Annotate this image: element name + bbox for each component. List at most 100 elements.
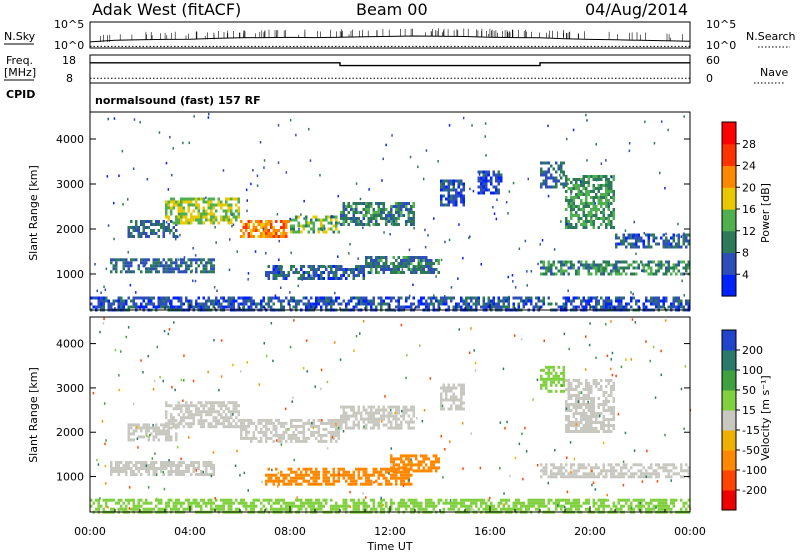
- echo-cell: [397, 504, 400, 508]
- echo-cell: [335, 274, 338, 277]
- echo-speckle: [390, 223, 393, 226]
- echo-cell: [320, 436, 323, 440]
- echo-cell: [185, 464, 188, 467]
- echo-cell: [255, 305, 258, 309]
- echo-cell: [545, 272, 548, 276]
- echo-cell: [575, 403, 578, 406]
- echo-cell: [577, 187, 580, 190]
- echo-speckle: [263, 159, 266, 162]
- echo-cell: [372, 296, 375, 300]
- echo-speckle: [349, 243, 351, 246]
- echo-cell: [552, 185, 555, 189]
- echo-cell: [350, 405, 353, 409]
- echo-cell: [487, 305, 490, 309]
- echo-cell: [352, 296, 355, 300]
- echo-cell: [427, 268, 430, 271]
- echo-speckle: [127, 251, 129, 254]
- echo-cell: [335, 424, 338, 428]
- echo-speckle: [281, 265, 283, 269]
- echo-cell: [602, 394, 605, 397]
- echo-cell: [547, 161, 550, 165]
- echo-cell: [350, 476, 353, 480]
- echo-cell: [425, 256, 428, 259]
- echo-cell: [417, 469, 420, 473]
- echo-cell: [247, 430, 250, 434]
- echo-cell: [295, 498, 298, 502]
- echo-cell: [197, 209, 200, 213]
- echo-cell: [185, 261, 188, 265]
- echo-cell: [532, 305, 535, 309]
- echo-cell: [125, 264, 128, 268]
- echo-cell: [582, 394, 585, 397]
- echo-speckle: [144, 263, 147, 267]
- echo-cell: [610, 430, 613, 433]
- echo-speckle: [295, 133, 297, 137]
- echo-cell: [405, 220, 408, 223]
- echo-cell: [647, 239, 650, 243]
- echo-cell: [255, 424, 258, 428]
- echo-cell: [380, 482, 383, 486]
- echo-speckle: [118, 174, 120, 177]
- echo-cell: [335, 265, 338, 268]
- echo-cell: [412, 202, 415, 205]
- echo-cell: [205, 461, 208, 464]
- echo-cell: [520, 296, 523, 300]
- echo-cell: [635, 242, 638, 246]
- echo-speckle: [252, 169, 254, 172]
- echo-cell: [457, 191, 460, 195]
- echo-cell: [540, 305, 543, 309]
- echo-cell: [392, 256, 395, 259]
- echo-cell: [607, 299, 610, 303]
- echo-cell: [282, 507, 285, 511]
- echo-cell: [185, 197, 188, 201]
- echo-cell: [257, 498, 260, 502]
- echo-cell: [175, 218, 178, 222]
- echo-cell: [402, 466, 405, 470]
- echo-cell: [655, 299, 658, 303]
- echo-cell: [462, 188, 465, 192]
- echo-cell: [245, 433, 248, 437]
- echo-cell: [500, 179, 503, 183]
- echo-cell: [590, 427, 593, 430]
- echo-cell: [590, 263, 593, 267]
- echo-cell: [575, 412, 578, 415]
- echo-cell: [275, 479, 278, 483]
- echo-cell: [680, 305, 683, 309]
- echo-cell: [555, 475, 558, 479]
- echo-cell: [135, 302, 138, 306]
- echo-cell: [540, 383, 543, 387]
- echo-cell: [130, 426, 133, 430]
- echo-cell: [307, 467, 310, 471]
- echo-cell: [117, 305, 120, 309]
- echo-cell: [347, 414, 350, 418]
- echo-cell: [577, 272, 580, 276]
- echo-cell: [620, 260, 623, 264]
- echo-cell: [432, 504, 435, 508]
- echo-cell: [560, 266, 563, 270]
- echo-cell: [187, 302, 190, 306]
- echo-cell: [377, 426, 380, 430]
- echo-cell: [542, 383, 545, 387]
- echo-cell: [135, 473, 138, 476]
- echo-cell: [437, 262, 440, 265]
- echo-cell: [380, 265, 383, 268]
- echo-cell: [180, 419, 183, 423]
- echo-cell: [300, 274, 303, 277]
- echo-cell: [167, 429, 170, 433]
- echo-cell: [190, 221, 193, 225]
- echo-cell: [607, 469, 610, 473]
- echo-cell: [357, 302, 360, 306]
- echo-cell: [275, 427, 278, 431]
- echo-cell: [335, 418, 338, 422]
- echo-cell: [192, 498, 195, 502]
- echo-cell: [425, 259, 428, 262]
- echo-cell: [437, 501, 440, 505]
- echo-cell: [305, 501, 308, 505]
- echo-cell: [375, 417, 378, 421]
- freq-unit: [MHz]: [4, 66, 36, 79]
- echo-cell: [380, 473, 383, 477]
- echo-cell: [460, 498, 463, 502]
- echo-cell: [187, 410, 190, 414]
- echo-cell: [550, 164, 553, 168]
- echo-cell: [260, 220, 263, 223]
